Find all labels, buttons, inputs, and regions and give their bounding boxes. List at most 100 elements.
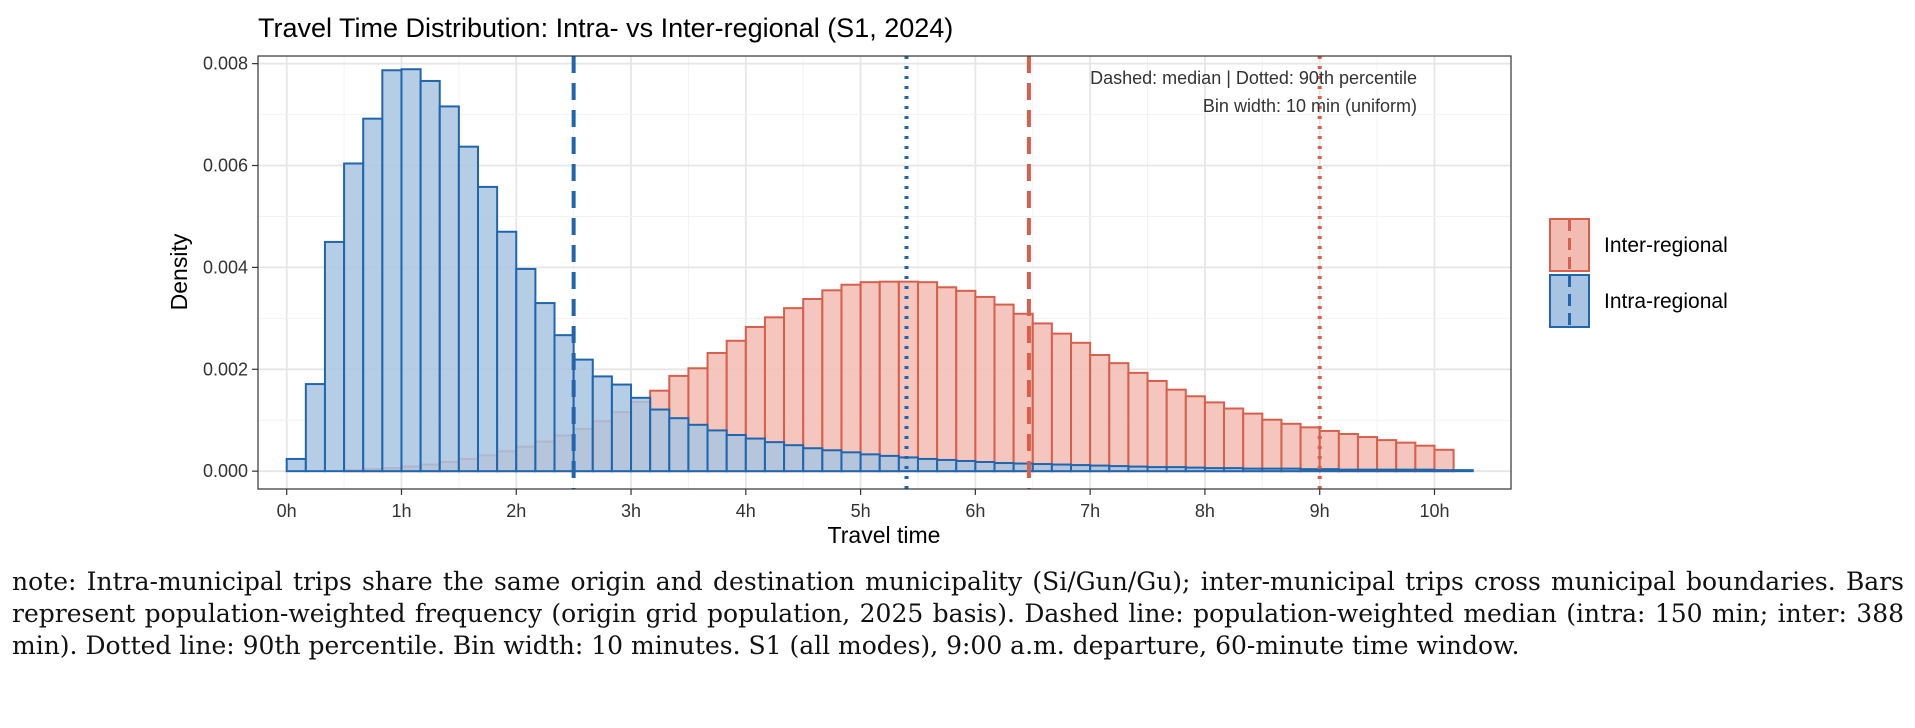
x-tick-label: 5h (851, 501, 871, 521)
x-tick-label: 6h (965, 501, 985, 521)
intra-regional-bar (955, 459, 977, 473)
intra-regional-bar (802, 447, 824, 473)
intra-regional-bar (1280, 467, 1302, 473)
intra-regional-bar (1127, 465, 1149, 473)
intra-regional-bar (1108, 465, 1130, 473)
intra-regional-bar (400, 68, 422, 473)
intra-regional-bar (1261, 467, 1283, 473)
intra-regional-bar (649, 408, 671, 473)
intra-regional-bar (419, 79, 441, 473)
intra-regional-bar (610, 383, 633, 473)
intra-regional-bar (304, 383, 326, 473)
inter-regional-bar (878, 280, 900, 473)
y-axis: 0.000 0.002 0.004 0.006 0.008 (203, 54, 258, 481)
inter-regional-bar (1127, 371, 1149, 473)
inter-regional-bar (1299, 426, 1321, 473)
intra-regional-bar (936, 458, 958, 473)
intra-regional-bar (457, 145, 479, 473)
inter-regional-bar (1280, 422, 1302, 473)
plot-panel-border (257, 55, 1512, 490)
intra-regional-bar (285, 457, 307, 473)
y-tick-label: 0.006 (203, 156, 248, 176)
inter-regional-bar (1203, 401, 1226, 473)
intra-regional-bars (285, 68, 1474, 473)
intra-regional-bar (783, 444, 805, 473)
inter-regional-bar (1050, 332, 1073, 473)
legend-label-inter-regional: Inter-regional (1604, 234, 1728, 257)
annotation-line-2: Bin width: 10 min (uniform) (1203, 96, 1417, 116)
inter-regional-bar (859, 281, 881, 473)
legend-label-intra-regional: Intra-regional (1604, 290, 1728, 313)
inter-regional-bar (1395, 441, 1417, 473)
inter-regional-bar (1108, 362, 1130, 473)
inter-regional-bar (936, 286, 958, 473)
x-tick-label: 2h (506, 501, 526, 521)
legend-item-intra-regional: Intra-regional (1549, 274, 1728, 328)
inter-regional-bar (1165, 388, 1187, 473)
intra-regional-bar (1146, 466, 1168, 473)
x-tick-label: 4h (736, 501, 756, 521)
intra-regional-bar (974, 461, 996, 473)
intra-regional-bar (1452, 469, 1474, 473)
inter-regional-bar (974, 295, 996, 473)
inter-regional-bar (1261, 418, 1283, 473)
y-axis-label: Density (166, 233, 192, 310)
intra-regional-bar (496, 230, 518, 473)
y-tick-label: 0.002 (203, 359, 248, 379)
intra-regional-bar (878, 454, 900, 473)
intra-regional-bar (821, 449, 843, 473)
intra-regional-bar (1070, 464, 1092, 473)
intra-regional-bar (1414, 468, 1436, 473)
intra-regional-bar (1433, 469, 1455, 473)
inter-regional-bar (1184, 395, 1206, 473)
x-tick-label: 3h (621, 501, 641, 521)
intra-regional-bar (515, 267, 537, 473)
x-tick-label: 7h (1080, 501, 1100, 521)
reference-lines (571, 56, 1322, 489)
intra-regional-bar (438, 105, 460, 473)
intra-regional-bar (1337, 468, 1359, 473)
x-tick-label: 0h (277, 501, 297, 521)
intra-regional-bar (476, 185, 499, 473)
y-tick-label: 0.004 (203, 257, 248, 277)
y-tick-label: 0.008 (203, 54, 248, 74)
intra-regional-bar (763, 441, 786, 473)
inter-regional-bar (1356, 436, 1379, 473)
inter-regional-bar (955, 289, 977, 473)
inter-regional-bar (1318, 429, 1340, 473)
x-tick-label: 9h (1310, 501, 1330, 521)
intra-regional-bar (725, 434, 747, 473)
intra-regional-bar (993, 462, 1015, 473)
x-axis: 0h 1h 2h 3h 4h 5h 6h 7h 8h 9h 10h (277, 489, 1450, 521)
intra-regional-bar (840, 451, 862, 473)
annotation-line-1: Dashed: median | Dotted: 90th percentile (1090, 68, 1417, 88)
intra-regional-bar (534, 302, 556, 473)
intra-regional-bar (668, 417, 690, 473)
inter-regional-bar (1070, 341, 1092, 473)
inter-regional-bar (1089, 354, 1111, 473)
inter-regional-bar (1146, 380, 1168, 473)
intra-regional-bar (572, 358, 594, 473)
legend-item-inter-regional: Inter-regional (1549, 218, 1728, 272)
inter-regional-bar (1414, 444, 1436, 473)
inter-regional-bar (1223, 407, 1245, 473)
intra-regional-bar (744, 437, 766, 473)
inter-regional-bar (802, 297, 824, 473)
intra-regional-bar (343, 162, 365, 473)
intra-regional-bar (1376, 468, 1398, 473)
inter-regional-bar (993, 303, 1015, 473)
intra-regional-bar (1031, 463, 1053, 473)
intra-regional-bar (630, 396, 652, 473)
intra-regional-bar (323, 240, 346, 473)
intra-regional-bar (1299, 468, 1321, 473)
chart-title: Travel Time Distribution: Intra- vs Inte… (258, 13, 953, 43)
intra-regional-bar (897, 456, 919, 473)
inter-regional-bar (821, 289, 843, 473)
intra-regional-bar (553, 334, 575, 473)
inter-regional-bar (916, 281, 939, 473)
inter-regional-bar (1337, 432, 1359, 473)
x-tick-label: 10h (1419, 501, 1449, 521)
intra-regional-bar (916, 457, 939, 473)
intra-regional-bar (687, 423, 709, 473)
figure-note: note: Intra-municipal trips share the sa… (12, 567, 1904, 660)
